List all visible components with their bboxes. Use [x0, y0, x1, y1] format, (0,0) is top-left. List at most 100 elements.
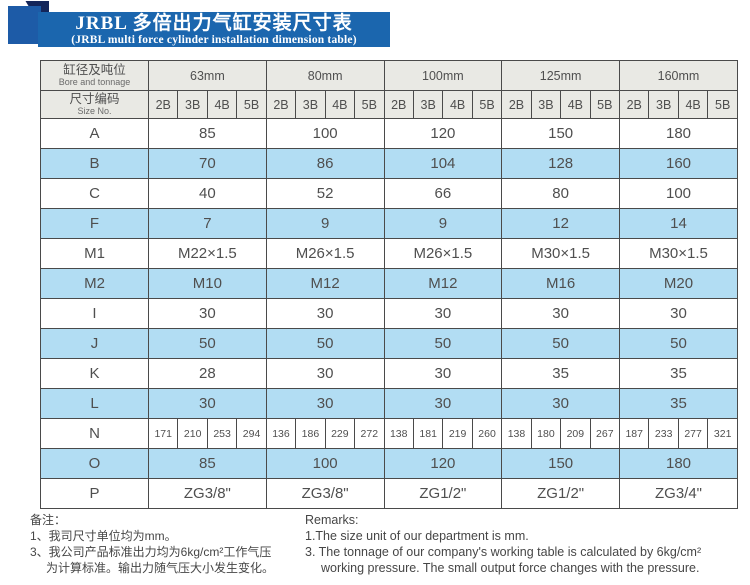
cell-C-3: 80	[501, 178, 620, 209]
table-row-N: N 171 210 253 294 136 186 229 272 138 181 219 260 138…	[40, 418, 738, 449]
header-sub-125mm-2B: 2B	[501, 90, 532, 119]
header-group-125mm: 125mm	[501, 60, 620, 91]
cell-N-18: 277	[677, 418, 709, 449]
cell-B-3: 128	[501, 148, 620, 179]
cell-M2-0: M10	[148, 268, 267, 299]
cell-B-1: 86	[265, 148, 385, 179]
cell-A-0: 85	[148, 118, 267, 149]
header-group-100mm: 100mm	[383, 60, 503, 91]
table-row-M1: M1 M22×1.5 M26×1.5 M26×1.5 M30×1.5 M30×1.5	[40, 238, 738, 269]
cell-L-2: 30	[383, 388, 503, 419]
cell-I-2: 30	[383, 298, 503, 329]
header-sub-80mm-2B: 2B	[265, 90, 297, 119]
header-sub-125mm-5B: 5B	[589, 90, 621, 119]
table-row-O: O 85 100 120 150 180	[40, 448, 738, 479]
table-row-A: A 85 100 120 150 180	[40, 118, 738, 149]
row-label-O: O	[40, 448, 149, 479]
cell-B-2: 104	[383, 148, 503, 179]
notes-zh-line: 为计算标准。输出力随气压大小发生变化。	[46, 561, 275, 575]
header-sub-100mm-4B: 4B	[442, 90, 473, 119]
header-sub-125mm-4B: 4B	[560, 90, 591, 119]
table-row-M2: M2 M10 M12 M12 M16 M20	[40, 268, 738, 299]
header-sub-63mm-4B: 4B	[206, 90, 238, 119]
table-row-P: P ZG3/8" ZG3/8" ZG1/2" ZG1/2" ZG3/4"	[40, 478, 738, 509]
header-row-bore: 缸径及吨位 Bore and tonnage 63mm 80mm 100mm 125m…	[40, 60, 738, 91]
cell-I-0: 30	[148, 298, 267, 329]
title-banner: JRBL 多倍出力气缸安装尺寸表 (JRBL multi force cylin…	[38, 12, 390, 47]
dimension-table-head: 缸径及吨位 Bore and tonnage 63mm 80mm 100mm 125m…	[40, 60, 738, 119]
cell-A-3: 150	[501, 118, 620, 149]
cell-F-3: 12	[501, 208, 620, 239]
cell-F-2: 9	[383, 208, 503, 239]
cell-N-2: 253	[206, 418, 238, 449]
cell-F-0: 7	[148, 208, 267, 239]
table-row-F: F 7 9 9 12 14	[40, 208, 738, 239]
row-label-P: P	[40, 478, 149, 509]
cell-N-19: 321	[707, 418, 738, 449]
header-sub-160mm-3B: 3B	[648, 90, 679, 119]
cell-M1-0: M22×1.5	[148, 238, 267, 269]
cell-B-0: 70	[148, 148, 267, 179]
header-sub-63mm-5B: 5B	[236, 90, 267, 119]
row-label-B: B	[40, 148, 149, 179]
size-no-header-cell: 尺寸编码 Size No.	[40, 90, 149, 119]
row-label-M1: M1	[40, 238, 149, 269]
size-no-label-en: Size No.	[77, 106, 112, 116]
bore-tonnage-label-en: Bore and tonnage	[58, 77, 131, 87]
page-title-zh: JRBL 多倍出力气缸安装尺寸表	[75, 13, 353, 34]
cell-N-4: 136	[265, 418, 297, 449]
cell-K-4: 35	[619, 358, 738, 389]
cell-C-0: 40	[148, 178, 267, 209]
header-sub-80mm-5B: 5B	[354, 90, 385, 119]
cell-J-4: 50	[619, 328, 738, 359]
cell-O-0: 85	[148, 448, 267, 479]
bore-tonnage-label-zh: 缸径及吨位	[63, 63, 126, 77]
cell-M2-3: M16	[501, 268, 620, 299]
cell-F-1: 9	[265, 208, 385, 239]
notes-zh-line: 1、我司尺寸单位均为mm。	[30, 529, 177, 543]
cell-K-2: 30	[383, 358, 503, 389]
cell-O-2: 120	[383, 448, 503, 479]
cell-C-2: 66	[383, 178, 503, 209]
cell-N-6: 229	[324, 418, 356, 449]
cell-C-1: 52	[265, 178, 385, 209]
header-sub-80mm-4B: 4B	[324, 90, 356, 119]
cell-A-4: 180	[619, 118, 738, 149]
size-no-label-zh: 尺寸编码	[69, 92, 120, 106]
cell-N-16: 187	[618, 418, 650, 449]
cell-J-0: 50	[148, 328, 267, 359]
cell-A-1: 100	[265, 118, 385, 149]
cell-I-4: 30	[619, 298, 738, 329]
table-row-K: K 28 30 30 35 35	[40, 358, 738, 389]
row-label-N: N	[40, 418, 149, 449]
cell-L-4: 35	[619, 388, 738, 419]
cell-F-4: 14	[619, 208, 738, 239]
header-sub-160mm-4B: 4B	[677, 90, 709, 119]
cell-N-1: 210	[177, 418, 208, 449]
header-row-size: 尺寸编码 Size No. 2B 3B 4B 5B 2B 3B 4B 5B 2B 3B 4B 5B 2B…	[40, 90, 738, 119]
cell-I-3: 30	[501, 298, 620, 329]
cell-L-3: 30	[501, 388, 620, 419]
dimension-table-body: A 85 100 120 150 180 B 70 86 104 128 160 C 40 52 66 80 10…	[40, 118, 738, 509]
cell-K-0: 28	[148, 358, 267, 389]
row-label-A: A	[40, 118, 149, 149]
cell-M2-4: M20	[619, 268, 738, 299]
table-row-L: L 30 30 30 30 35	[40, 388, 738, 419]
cell-M2-1: M12	[265, 268, 385, 299]
cell-J-1: 50	[265, 328, 385, 359]
header-group-63mm: 63mm	[148, 60, 267, 91]
header-sub-63mm-3B: 3B	[177, 90, 208, 119]
row-label-I: I	[40, 298, 149, 329]
cell-A-2: 120	[383, 118, 503, 149]
cell-N-9: 181	[412, 418, 444, 449]
cell-N-7: 272	[354, 418, 385, 449]
cell-P-0: ZG3/8"	[148, 478, 267, 509]
cell-P-1: ZG3/8"	[265, 478, 385, 509]
cell-N-15: 267	[589, 418, 621, 449]
dimension-table: 缸径及吨位 Bore and tonnage 63mm 80mm 100mm 125m…	[40, 60, 738, 509]
notes-zh-heading: 备注：	[30, 513, 67, 527]
notes-en-line: 1.The size unit of our department is mm.	[305, 529, 529, 543]
header-group-160mm: 160mm	[619, 60, 738, 91]
header-sub-63mm-2B: 2B	[147, 90, 179, 119]
cell-C-4: 100	[619, 178, 738, 209]
